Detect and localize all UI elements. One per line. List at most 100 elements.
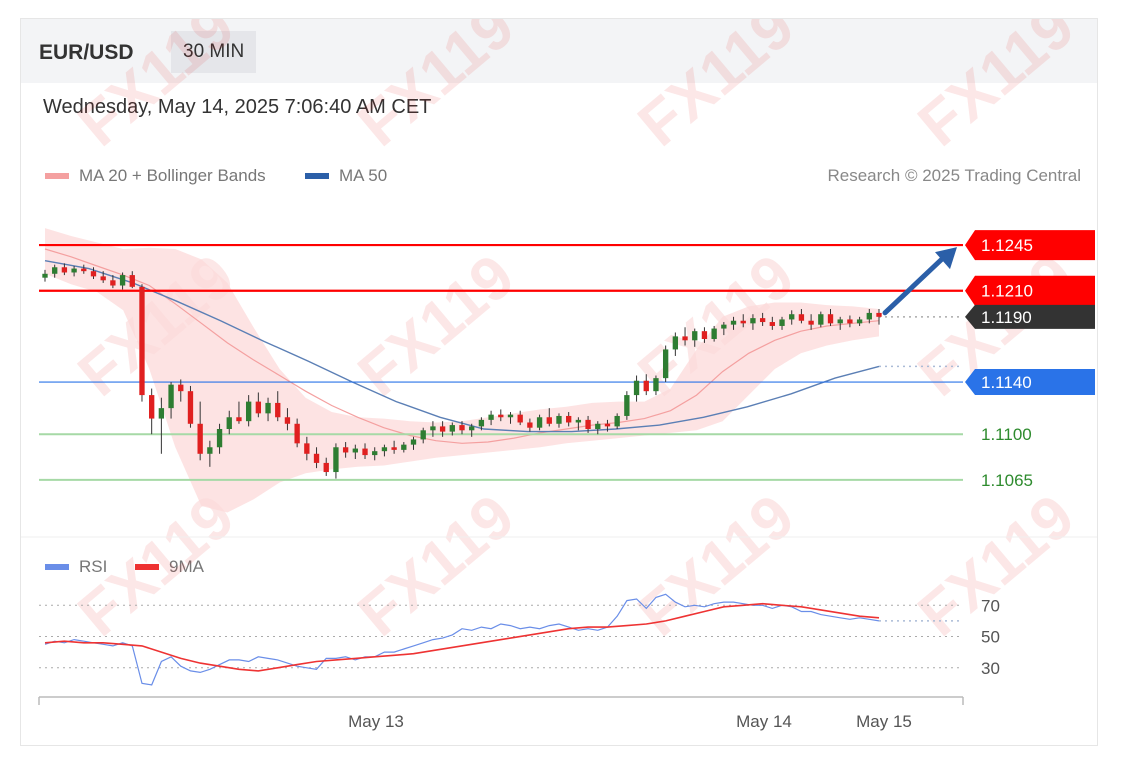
resistance-label: 1.1245 <box>981 236 1033 255</box>
candle-body <box>391 447 397 450</box>
candle-body <box>119 275 126 286</box>
candle-body <box>81 268 87 272</box>
candle-body <box>236 417 242 422</box>
candle-body <box>789 314 795 320</box>
candle-body <box>507 414 514 418</box>
candle-body <box>672 336 679 350</box>
candle-body <box>52 267 58 274</box>
legend-ma20-label: MA 20 + Bollinger Bands <box>79 166 266 185</box>
candle-body <box>216 429 223 448</box>
candle-body <box>585 419 591 429</box>
candle-body <box>100 276 106 281</box>
candle-body <box>566 415 572 423</box>
rsi-line <box>44 593 880 686</box>
legend-ma20-swatch <box>45 173 69 179</box>
candle-body <box>362 448 368 456</box>
candle-body <box>313 453 320 463</box>
watermark-text: FX119 <box>626 482 808 650</box>
candle-body <box>527 422 533 428</box>
candle-body <box>779 319 785 326</box>
candle-body <box>372 451 378 456</box>
candle-body <box>265 402 271 414</box>
watermark-text: FX119 <box>906 482 1088 650</box>
candle-body <box>410 439 417 445</box>
watermark-text: FX119 <box>66 19 248 160</box>
candle-body <box>614 415 620 427</box>
candle-body <box>459 425 465 431</box>
candle-body <box>275 402 281 418</box>
candle-body <box>837 319 843 324</box>
candle-body <box>818 314 824 325</box>
candle-body <box>604 423 611 427</box>
candle-body <box>420 430 426 440</box>
resistance-label: 1.1210 <box>981 282 1033 301</box>
candle-body <box>168 384 174 409</box>
candle-body <box>478 419 485 427</box>
candle-body <box>488 414 494 420</box>
symbol-label: EUR/USD <box>39 41 134 64</box>
candle-body <box>692 331 698 341</box>
candle-body <box>682 336 688 341</box>
candle-body <box>633 380 640 396</box>
candle-body <box>653 378 659 392</box>
candle-body <box>575 419 582 423</box>
chart-card: EUR/USD 30 MIN Wednesday, May 14, 2025 7… <box>20 18 1098 746</box>
legend-ma20: MA 20 + Bollinger Bands <box>45 166 266 186</box>
legend-9ma: 9MA <box>135 557 204 577</box>
candle-body <box>158 408 165 419</box>
candle-body <box>129 275 135 287</box>
candle-body <box>662 349 669 379</box>
resistance-tag <box>965 275 1095 306</box>
candle-body <box>284 417 291 424</box>
candle-body <box>498 414 504 418</box>
candle-body <box>876 312 882 317</box>
candle-body <box>61 267 68 273</box>
candle-body <box>808 320 814 325</box>
time-axis-label: May 15 <box>856 712 912 731</box>
candle-body <box>110 280 116 286</box>
legend-ma50-label: MA 50 <box>339 166 388 185</box>
watermark-text: FX119 <box>346 242 528 410</box>
candle-body <box>643 380 649 392</box>
legend-rsi-swatch <box>45 564 69 570</box>
candle-body <box>847 319 853 324</box>
candle-body <box>197 423 203 454</box>
candle-body <box>856 319 863 324</box>
bollinger-band <box>45 228 879 513</box>
candle-body <box>149 395 155 419</box>
candle-body <box>226 417 232 429</box>
legend-rsi-label: RSI <box>79 557 108 576</box>
timeframe-badge[interactable]: 30 MIN <box>171 31 257 73</box>
datetime-label: Wednesday, May 14, 2025 7:06:40 AM CET <box>43 96 432 118</box>
legend-9ma-label: 9MA <box>169 557 204 576</box>
candle-body <box>750 318 756 324</box>
candle-body <box>769 322 775 326</box>
candle-body <box>333 447 339 473</box>
candle-body <box>740 320 746 324</box>
resistance-tag <box>965 230 1095 261</box>
candle-body <box>595 423 601 429</box>
candle-body <box>546 417 552 424</box>
candle-body <box>721 324 727 329</box>
candle-body <box>439 426 446 432</box>
watermark-text: FX119 <box>346 19 528 160</box>
time-axis-label: May 14 <box>736 712 792 731</box>
candle-body <box>469 426 475 431</box>
candle-body <box>536 417 543 428</box>
candle-body <box>730 320 737 325</box>
candle-body <box>187 391 194 424</box>
candle-body <box>178 384 184 392</box>
candle-body <box>624 395 630 416</box>
pivot-tag <box>965 369 1095 396</box>
candle-body <box>323 462 329 473</box>
rsi-9ma-line <box>44 602 880 672</box>
candle-body <box>430 426 436 431</box>
legend-ma50: MA 50 <box>305 166 387 186</box>
pivot-label: 1.1140 <box>981 373 1032 392</box>
candle-body <box>827 314 834 324</box>
candle-body <box>701 331 708 339</box>
candle-body <box>139 286 145 396</box>
candle-body <box>381 447 388 452</box>
candle-body <box>71 268 77 273</box>
